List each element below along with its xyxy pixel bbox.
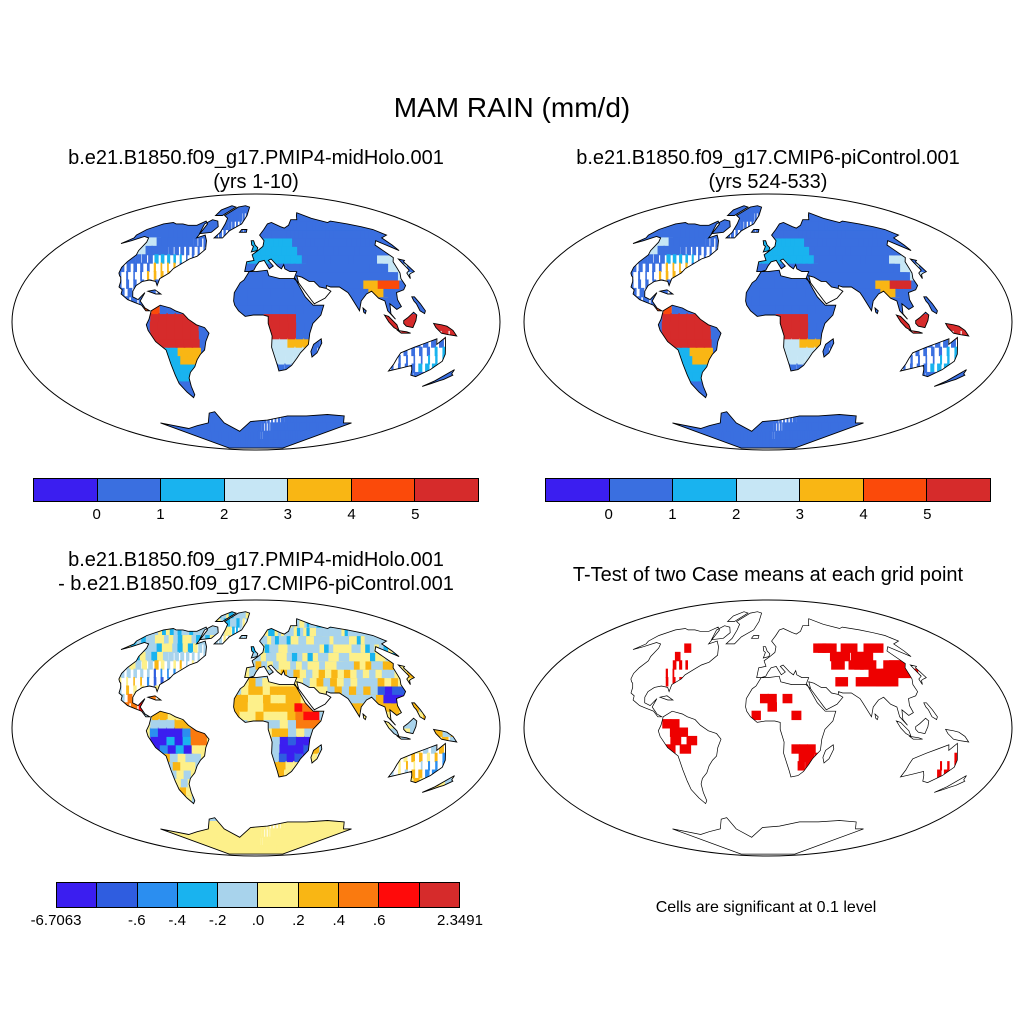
colorbar-rain-picontrol <box>545 478 991 502</box>
colorbar-tick-label: 4 <box>859 506 868 523</box>
colorbar-tick-label: 3 <box>795 506 805 523</box>
colorbar-tick-label: -6.7063 <box>30 912 82 929</box>
panel-title-picontrol: b.e21.B1850.f09_g17.CMIP6-piControl.001 … <box>514 146 1022 194</box>
map-boundary <box>523 193 1013 451</box>
colorbar-swatch <box>339 883 380 907</box>
coastline <box>118 205 458 449</box>
ocean-background <box>12 600 500 856</box>
colorbar-swatch <box>351 479 416 501</box>
panel-title-line1: b.e21.B1850.f09_g17.PMIP4-midHolo.001 <box>68 549 444 571</box>
panel-title-line1: b.e21.B1850.f09_g17.PMIP4-midHolo.001 <box>68 147 444 169</box>
colorbar-tick-label: 4 <box>347 506 356 523</box>
colorbar-swatch <box>298 883 340 907</box>
colorbar-tick-label: .6 <box>372 912 386 929</box>
colorbar-swatch <box>546 479 610 501</box>
colorbar-tick-label: -.6 <box>128 912 146 929</box>
colorbar-swatch <box>927 479 991 501</box>
colorbar-swatch <box>34 479 98 501</box>
colorbar-tick-label: 2 <box>731 506 741 523</box>
coastline <box>630 205 970 449</box>
coastline <box>118 611 458 855</box>
ocean-background <box>12 194 500 450</box>
colorbar-swatch <box>288 479 352 501</box>
colorbar-labels-difference: -6.7063 -.6 -.4 -.2 .0 .2 .4 .6 2.3491 <box>31 912 483 932</box>
colorbar-swatch <box>258 883 299 907</box>
colorbar-swatch <box>57 883 98 907</box>
panel-title-line2: (yrs 1-10) <box>213 171 299 193</box>
map-midholo-rain <box>11 193 501 451</box>
colorbar-swatch <box>415 479 479 501</box>
colorbar-tick-label: 1 <box>668 506 677 523</box>
colorbar-tick-label: 5 <box>923 506 932 523</box>
map-ttest-significance <box>523 599 1013 857</box>
colorbar-tick-label: 2 <box>219 506 229 523</box>
colorbar-tick-label: 5 <box>411 506 420 523</box>
colorbar-tick-label: 2.3491 <box>437 912 483 929</box>
colorbar-labels-picontrol: 0 1 2 3 4 5 <box>545 506 991 526</box>
colorbar-labels-midholo: 0 1 2 3 4 5 <box>33 506 479 526</box>
map-picontrol-rain <box>523 193 1013 451</box>
colorbar-difference <box>56 882 460 908</box>
colorbar-tick-label: -.2 <box>208 912 227 929</box>
map-boundary <box>11 599 501 857</box>
colorbar-rain-midholo <box>33 478 479 502</box>
ocean-background <box>524 600 1012 856</box>
colorbar-swatch <box>224 479 289 501</box>
map-boundary <box>11 193 501 451</box>
colorbar-swatch <box>137 883 178 907</box>
panel-title-line2: - b.e21.B1850.f09_g17.CMIP6-piControl.00… <box>58 573 454 595</box>
map-rain-difference <box>11 599 501 857</box>
ocean-background <box>524 194 1012 450</box>
colorbar-tick-label: 3 <box>283 506 293 523</box>
panel-title-midholo: b.e21.B1850.f09_g17.PMIP4-midHolo.001 (y… <box>2 146 510 194</box>
colorbar-tick-label: .2 <box>292 912 305 929</box>
colorbar-swatch <box>673 479 737 501</box>
colorbar-swatch <box>863 479 928 501</box>
colorbar-swatch <box>161 479 225 501</box>
colorbar-tick-label: 0 <box>92 506 101 523</box>
panel-title-line1: b.e21.B1850.f09_g17.CMIP6-piControl.001 <box>576 147 960 169</box>
colorbar-tick-label: 1 <box>156 506 165 523</box>
panel-title-line2: (yrs 524-533) <box>708 171 828 193</box>
main-title: MAM RAIN (mm/d) <box>393 92 631 123</box>
colorbar-tick-label: .4 <box>332 912 346 929</box>
coastline <box>630 611 970 855</box>
colorbar-swatch <box>177 883 219 907</box>
panel-title-line1: T-Test of two Case means at each grid po… <box>572 564 964 586</box>
map-boundary <box>523 599 1013 857</box>
significance-note: Cells are significant at 0.1 level <box>655 899 877 916</box>
colorbar-tick-label: .0 <box>251 912 265 929</box>
colorbar-swatch <box>800 479 864 501</box>
colorbar-swatch <box>379 883 420 907</box>
colorbar-swatch <box>97 883 138 907</box>
colorbar-tick-label: 0 <box>604 506 613 523</box>
colorbar-swatch <box>97 479 162 501</box>
colorbar-swatch <box>218 883 259 907</box>
colorbar-swatch <box>736 479 801 501</box>
panel-title-difference: b.e21.B1850.f09_g17.PMIP4-midHolo.001 - … <box>2 548 510 596</box>
colorbar-tick-label: -.4 <box>168 912 186 929</box>
colorbar-swatch <box>419 883 459 907</box>
colorbar-swatch <box>609 479 674 501</box>
panel-title-ttest: T-Test of two Case means at each grid po… <box>514 563 1022 587</box>
